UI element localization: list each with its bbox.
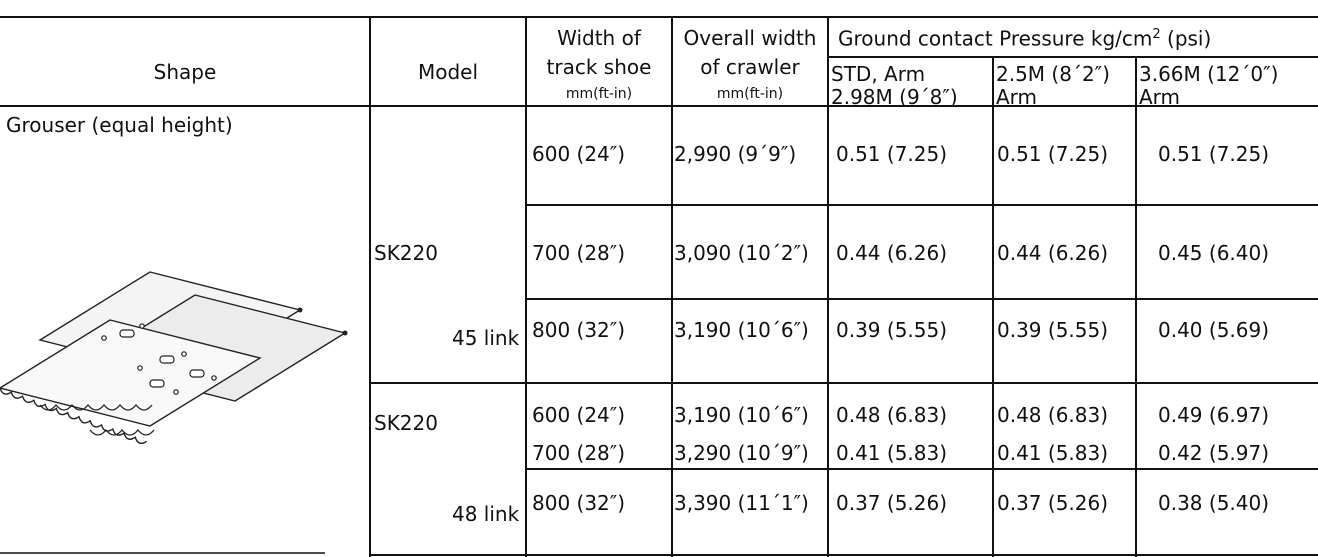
link-count-2: 48 link bbox=[452, 502, 520, 526]
overall-cell: 3,390 (11´1″) bbox=[674, 491, 809, 515]
overall-cell: 3,190 (10´6″) bbox=[674, 318, 809, 342]
arm25-pressure-cell: 0.44 (6.26) bbox=[997, 241, 1109, 265]
width-cell: 600 (24″) bbox=[532, 142, 626, 166]
std-pressure-cell: 0.41 (5.83) bbox=[836, 441, 948, 465]
std-pressure-cell: 0.51 (7.25) bbox=[836, 142, 948, 166]
overall-cell: 3,190 (10´6″) bbox=[674, 403, 809, 427]
header-arm25-line1: 2.5M (8´2″) bbox=[996, 62, 1110, 86]
arm25-pressure-cell: 0.41 (5.83) bbox=[997, 441, 1109, 465]
arm366-pressure-cell: 0.42 (5.97) bbox=[1158, 441, 1270, 465]
link-count-1: 45 link bbox=[452, 326, 520, 350]
overall-cell: 3,290 (10´9″) bbox=[674, 441, 809, 465]
arm366-pressure-cell: 0.49 (6.97) bbox=[1158, 403, 1270, 427]
width-cell: 700 (28″) bbox=[532, 441, 626, 465]
header-arm25-line2: Arm bbox=[996, 85, 1038, 109]
overall-cell: 2,990 (9´9″) bbox=[674, 142, 797, 166]
arm366-pressure-cell: 0.40 (5.69) bbox=[1158, 318, 1270, 342]
width-cell: 800 (32″) bbox=[532, 318, 626, 342]
header-width-unit: mm(ft-in) bbox=[565, 86, 633, 102]
arm25-pressure-cell: 0.48 (6.83) bbox=[997, 403, 1109, 427]
width-cell: 700 (28″) bbox=[532, 241, 626, 265]
arm25-pressure-cell: 0.39 (5.55) bbox=[997, 318, 1109, 342]
header-std-line1: STD, Arm bbox=[831, 62, 926, 86]
arm366-pressure-cell: 0.38 (5.40) bbox=[1158, 491, 1270, 515]
arm25-pressure-cell: 0.51 (7.25) bbox=[997, 142, 1109, 166]
arm366-pressure-cell: 0.51 (7.25) bbox=[1158, 142, 1270, 166]
header-overall-unit: mm(ft-in) bbox=[716, 86, 784, 102]
pressure-title-text: Ground contact Pressure kg/cm bbox=[838, 26, 1153, 51]
header-width-line2: track shoe bbox=[546, 55, 652, 79]
header-overall-line2: of crawler bbox=[700, 55, 800, 79]
header-shape: Shape bbox=[153, 60, 217, 84]
pressure-title-sup: 2 bbox=[1152, 27, 1161, 42]
width-cell: 800 (32″) bbox=[532, 491, 626, 515]
header-model: Model bbox=[417, 60, 479, 84]
shape-label: Grouser (equal height) bbox=[6, 113, 233, 137]
arm366-pressure-cell: 0.45 (6.40) bbox=[1158, 241, 1270, 265]
std-pressure-cell: 0.44 (6.26) bbox=[836, 241, 948, 265]
grouser-track-shoe-image bbox=[0, 271, 348, 445]
header-overall-line1: Overall width bbox=[683, 26, 817, 50]
header-arm366-line2: Arm bbox=[1139, 85, 1181, 109]
pressure-title-unit: (psi) bbox=[1167, 26, 1212, 51]
width-cell: 600 (24″) bbox=[532, 403, 626, 427]
model-name-1: SK220 bbox=[374, 241, 438, 265]
std-pressure-cell: 0.37 (5.26) bbox=[836, 491, 948, 515]
header-width-line1: Width of bbox=[557, 26, 641, 50]
header-arm366-line1: 3.66M (12´0″) bbox=[1139, 62, 1279, 86]
arm25-pressure-cell: 0.37 (5.26) bbox=[997, 491, 1109, 515]
overall-cell: 3,090 (10´2″) bbox=[674, 241, 809, 265]
std-pressure-cell: 0.48 (6.83) bbox=[836, 403, 948, 427]
header-pressure-title: Ground contact Pressure kg/cm2 (psi) bbox=[838, 28, 1211, 49]
header-std-line2: 2.98M (9´8″) bbox=[831, 85, 958, 109]
std-pressure-cell: 0.39 (5.55) bbox=[836, 318, 948, 342]
model-name-2: SK220 bbox=[374, 411, 438, 435]
